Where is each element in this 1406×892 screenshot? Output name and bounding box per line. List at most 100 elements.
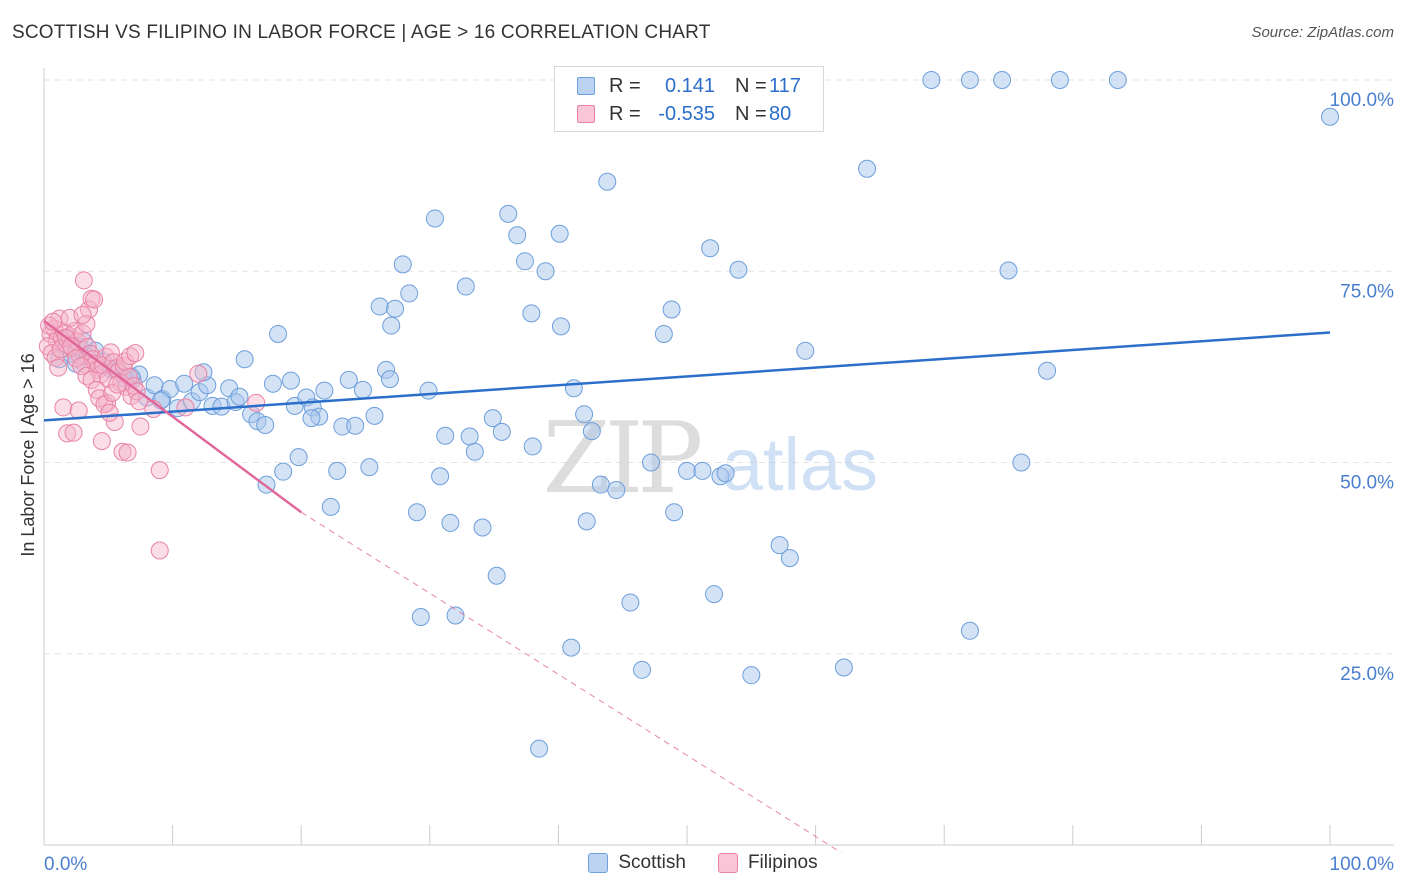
scottish-point <box>339 370 358 389</box>
scottish-point <box>551 317 570 336</box>
scottish-point <box>321 497 340 516</box>
scottish-point <box>393 255 412 274</box>
scottish-point <box>834 658 853 677</box>
filipinos-point <box>118 443 137 462</box>
scottish-point <box>922 71 941 89</box>
legend-label: Scottish <box>618 852 686 873</box>
filipinos-point <box>92 432 111 451</box>
filipinos-point <box>189 364 208 383</box>
scottish-point <box>175 374 194 393</box>
filipinos-point <box>85 290 104 309</box>
scottish-point <box>473 518 492 537</box>
r-value: -0.535 <box>658 102 715 125</box>
scottish-point <box>796 341 815 360</box>
stats-legend: R = 0.141 N = 117 R = -0.535 N = 80 <box>554 66 824 132</box>
scottish-point <box>460 427 479 446</box>
scottish-point <box>522 304 541 323</box>
scottish-point <box>530 739 549 758</box>
legend-item-filipinos[interactable]: Filipinos <box>717 852 818 874</box>
filipino-points <box>38 271 266 560</box>
scottish-point <box>346 416 365 435</box>
scottish-point <box>256 416 275 435</box>
y-tick-label: 75.0% <box>1340 281 1394 302</box>
watermark-atlas: atlas <box>722 423 878 506</box>
scottish-point <box>960 71 979 89</box>
source-credit: Source: ZipAtlas.com <box>1251 24 1394 41</box>
scottish-point <box>575 405 594 424</box>
filipinos-point <box>150 461 169 480</box>
y-axis-label: In Labor Force | Age > 16 <box>18 353 38 556</box>
filipinos-point <box>64 423 83 442</box>
filipinos-point <box>176 398 195 417</box>
watermark: ZIP atlas <box>543 402 879 516</box>
x-tick-label: 100.0% <box>1330 854 1395 875</box>
scottish-point <box>431 467 450 486</box>
scottish-point <box>632 660 651 679</box>
scottish-point <box>328 461 347 480</box>
chart-title: SCOTTISH VS FILIPINO IN LABOR FORCE | AG… <box>12 22 711 43</box>
scottish-point <box>425 209 444 228</box>
scottish-point <box>577 512 596 531</box>
filipinos-point <box>247 393 266 412</box>
axes <box>43 68 1394 846</box>
n-value: 117 <box>769 74 801 97</box>
legend-label: Filipinos <box>747 852 818 873</box>
scottish-point <box>315 381 334 400</box>
scottish-point <box>263 374 282 393</box>
filipinos-point <box>73 324 92 343</box>
filipinos-swatch <box>717 853 738 873</box>
scottish-point <box>499 204 518 223</box>
scottish-point <box>407 503 426 522</box>
filipinos-point <box>73 305 92 324</box>
filipinos-point <box>51 340 70 359</box>
scottish-point <box>693 461 712 480</box>
scottish-point <box>456 277 475 296</box>
scottish-point <box>564 379 583 398</box>
scottish-point <box>380 370 399 389</box>
filipinos-point <box>74 271 93 290</box>
scottish-point <box>370 297 389 316</box>
scottish-point <box>999 261 1018 280</box>
scottish-point <box>742 666 761 685</box>
filipinos-trend-line <box>43 319 302 514</box>
filipinos-point <box>105 412 124 431</box>
scottish-point <box>386 299 405 318</box>
filipinos-point <box>131 417 150 436</box>
n-label: N = <box>735 102 767 125</box>
scottish-point <box>621 593 640 612</box>
scottish-point <box>960 621 979 640</box>
filipinos-point <box>58 424 77 443</box>
scottish-point <box>780 549 799 568</box>
scottish-point <box>701 239 720 258</box>
x-tick-label: 0.0% <box>44 854 87 875</box>
scottish-point <box>353 380 372 399</box>
scottish-point <box>591 475 610 494</box>
series-legend: Scottish Filipinos <box>0 852 1406 874</box>
filipinos-point <box>100 403 119 422</box>
filipinos-point <box>82 370 101 389</box>
filipinos-point <box>150 541 169 560</box>
scottish-point <box>662 300 681 319</box>
n-value: 80 <box>769 102 792 125</box>
legend-item-scottish[interactable]: Scottish <box>588 852 686 874</box>
scottish-point <box>641 453 660 472</box>
y-tick-label: 25.0% <box>1340 664 1394 685</box>
scottish-point <box>365 406 384 425</box>
y-tick-label: 50.0% <box>1340 473 1394 494</box>
scottish-point <box>446 606 465 625</box>
scottish-point <box>269 324 288 343</box>
scottish-point <box>483 409 502 428</box>
filipinos-swatch <box>577 105 595 123</box>
scottish-swatch <box>577 77 595 95</box>
stats-row-scottish: R = 0.141 N = 117 <box>577 71 809 101</box>
scottish-point <box>508 226 527 245</box>
scottish-point <box>281 371 300 390</box>
scottish-point <box>411 608 430 627</box>
scottish-point <box>419 381 438 400</box>
n-label: N = <box>735 74 767 97</box>
y-tick-label: 100.0% <box>1330 90 1395 111</box>
scottish-point <box>515 252 534 271</box>
trend-lines <box>43 319 1331 854</box>
scottish-point <box>858 159 877 178</box>
scottish-point <box>492 422 511 441</box>
